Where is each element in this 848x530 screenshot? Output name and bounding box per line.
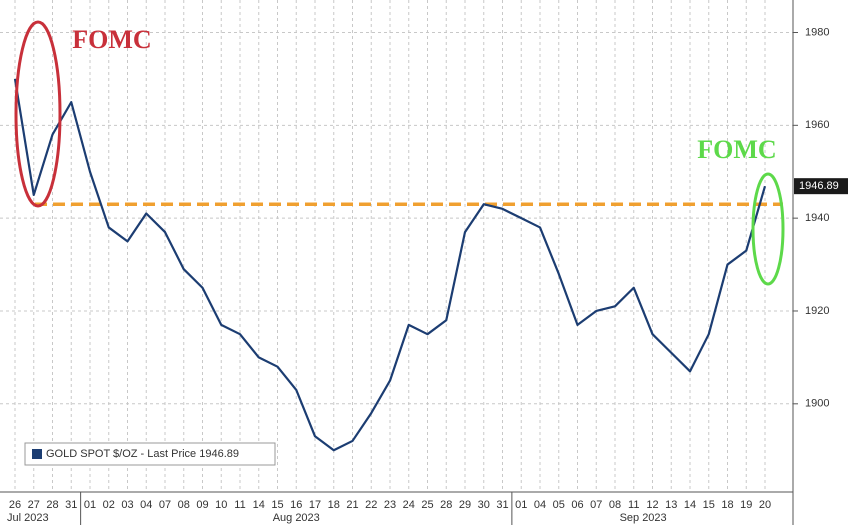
x-tick-label: 08 [609, 499, 621, 511]
month-label: Jul 2023 [7, 512, 49, 524]
x-tick-label: 30 [478, 499, 490, 511]
x-tick-label: 31 [65, 499, 77, 511]
x-tick-label: 14 [253, 499, 265, 511]
x-tick-label: 04 [140, 499, 152, 511]
x-tick-label: 29 [459, 499, 471, 511]
highlight-ellipse [751, 172, 785, 286]
y-tick-label: 1900 [805, 398, 829, 410]
x-tick-label: 15 [271, 499, 283, 511]
x-tick-label: 04 [534, 499, 546, 511]
x-tick-label: 18 [721, 499, 733, 511]
x-tick-label: 21 [346, 499, 358, 511]
x-tick-label: 20 [759, 499, 771, 511]
y-tick-label: 1960 [805, 119, 829, 131]
x-tick-label: 07 [590, 499, 602, 511]
month-label: Sep 2023 [620, 512, 667, 524]
x-tick-label: 28 [46, 499, 58, 511]
legend-box [24, 442, 276, 466]
highlight-ellipse [14, 20, 62, 208]
x-tick-label: 11 [234, 499, 245, 511]
price-line [13, 78, 767, 452]
x-tick-label: 18 [328, 499, 340, 511]
x-tick-label: 03 [121, 499, 133, 511]
x-tick-label: 11 [628, 499, 639, 511]
x-tick-label: 16 [290, 499, 302, 511]
x-tick-label: 09 [196, 499, 208, 511]
x-tick-label: 26 [9, 499, 21, 511]
x-tick-label: 28 [440, 499, 452, 511]
x-tick-label: 12 [646, 499, 658, 511]
x-tick-label: 01 [515, 499, 527, 511]
x-tick-label: 23 [384, 499, 396, 511]
x-tick-label: 14 [684, 499, 696, 511]
legend-swatch [32, 449, 42, 459]
x-tick-label: 05 [553, 499, 565, 511]
x-tick-label: 31 [496, 499, 508, 511]
y-tick-label: 1980 [805, 26, 829, 38]
y-tick-label: 1920 [805, 305, 829, 317]
x-tick-label: 24 [403, 499, 415, 511]
legend-label: GOLD SPOT $/OZ - Last Price 1946.89 [46, 448, 239, 460]
x-tick-label: 13 [665, 499, 677, 511]
last-price-label: 1946.89 [799, 180, 839, 192]
annotation: FOMC [697, 135, 776, 164]
x-tick-label: 08 [178, 499, 190, 511]
x-tick-label: 22 [365, 499, 377, 511]
last-price-tag [794, 178, 848, 195]
x-tick-label: 10 [215, 499, 227, 511]
x-tick-label: 06 [571, 499, 583, 511]
x-tick-label: 27 [28, 499, 40, 511]
x-tick-label: 01 [84, 499, 96, 511]
x-tick-label: 15 [703, 499, 715, 511]
x-tick-label: 07 [159, 499, 171, 511]
y-tick-label: 1940 [805, 212, 829, 224]
x-tick-label: 17 [309, 499, 321, 511]
x-tick-label: 19 [740, 499, 752, 511]
annotation: FOMC [72, 25, 151, 54]
x-tick-label: 02 [103, 499, 115, 511]
x-tick-label: 25 [421, 499, 433, 511]
month-label: Aug 2023 [273, 512, 320, 524]
